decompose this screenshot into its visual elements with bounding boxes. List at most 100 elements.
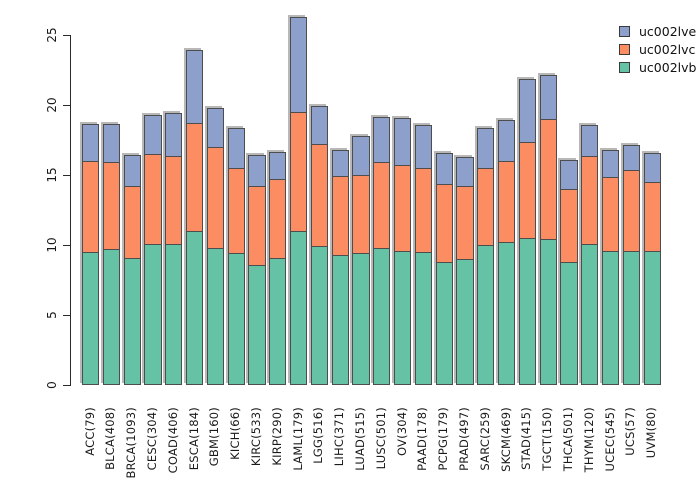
bar-thym	[581, 125, 599, 385]
bar-segment-uc002lvb	[539, 239, 557, 385]
x-tick-label: BRCA(1093)	[124, 407, 139, 479]
bar-segment-uc002lvb	[518, 238, 537, 385]
bar-kich	[227, 128, 245, 385]
bar-segment-uc002lve	[248, 154, 266, 187]
bar-segment-uc002lvc	[227, 167, 245, 255]
y-tick-mark	[63, 175, 70, 176]
bar-ucec	[602, 150, 620, 385]
bar-segment-uc002lvb	[310, 246, 329, 385]
bar-uvm	[643, 153, 661, 385]
bar-segment-uc002lvc	[123, 185, 141, 259]
bar-segment-uc002lvb	[290, 231, 308, 385]
bar-tgct	[539, 74, 557, 385]
x-tick-label: LUAD(515)	[353, 407, 368, 471]
x-tick-label: UVM(80)	[644, 407, 659, 459]
bar-blca	[102, 123, 121, 385]
y-tick-mark	[63, 385, 70, 386]
bar-esca	[186, 49, 204, 385]
bar-segment-uc002lve	[435, 153, 453, 186]
x-tick-label: TGCT(150)	[540, 407, 555, 471]
bar-segment-uc002lvc	[602, 177, 620, 252]
bar-segment-uc002lve	[123, 154, 141, 187]
x-tick-label: SARC(259)	[477, 407, 492, 471]
bar-pcpg	[435, 153, 453, 385]
bar-segment-uc002lvc	[102, 162, 121, 251]
bar-segment-uc002lvb	[227, 253, 245, 385]
bar-thca	[560, 160, 578, 385]
bar-segment-uc002lvb	[456, 259, 474, 385]
bar-segment-uc002lvb	[144, 243, 162, 385]
bar-segment-uc002lve	[477, 128, 495, 169]
bar-kirc	[248, 154, 266, 385]
bar-segment-uc002lvb	[102, 249, 121, 385]
bar-segment-uc002lvc	[518, 142, 537, 239]
bar-segment-uc002lve	[227, 128, 245, 169]
legend-swatch-uc002lvb	[619, 62, 630, 73]
x-tick-label: PAAD(178)	[415, 407, 430, 471]
bar-stad	[518, 79, 537, 385]
bar-gbm	[206, 108, 225, 385]
bar-segment-uc002lvc	[414, 167, 433, 253]
bar-segment-uc002lvc	[622, 170, 641, 252]
x-tick-label: KICH(66)	[228, 407, 243, 460]
bar-segment-uc002lvb	[643, 250, 661, 385]
x-tick-label: ACC(79)	[82, 407, 97, 456]
bar-segment-uc002lve	[498, 119, 516, 162]
legend-swatch-uc002lve	[619, 26, 630, 37]
x-tick-label: THYM(120)	[581, 407, 596, 473]
legend-label: uc002lvb	[639, 60, 697, 75]
y-axis-line	[70, 35, 71, 386]
bar-segment-uc002lve	[290, 17, 308, 113]
bar-segment-uc002lvc	[310, 143, 329, 248]
y-tick-mark	[63, 105, 70, 106]
bar-segment-uc002lve	[206, 108, 225, 148]
x-tick-label: THCA(501)	[561, 407, 576, 472]
bar-coad	[165, 112, 183, 385]
bar-segment-uc002lvb	[394, 250, 412, 385]
bar-segment-uc002lve	[518, 79, 537, 144]
bar-kirp	[269, 151, 287, 385]
x-tick-label: LAML(179)	[290, 407, 305, 471]
legend: uc002lve uc002lvc uc002lvb	[619, 25, 696, 79]
bar-segment-uc002lve	[165, 112, 183, 158]
bar-segment-uc002lvb	[269, 257, 287, 385]
y-tick-mark	[63, 35, 70, 36]
bar-segment-uc002lve	[622, 144, 641, 172]
bar-lihc	[331, 150, 349, 385]
bar-lusc	[373, 116, 391, 385]
x-tick-label: CESC(304)	[145, 407, 160, 471]
bar-segment-uc002lvc	[477, 167, 495, 246]
bar-segment-uc002lve	[560, 160, 578, 190]
bar-segment-uc002lvc	[456, 185, 474, 260]
bar-segment-uc002lvc	[248, 185, 266, 266]
bar-segment-uc002lve	[310, 105, 329, 145]
bar-acc	[82, 123, 100, 385]
bar-luad	[352, 136, 370, 385]
bar-segment-uc002lvc	[643, 181, 661, 252]
x-tick-label: UCS(57)	[623, 407, 638, 456]
bar-segment-uc002lvb	[414, 252, 433, 385]
bar-segment-uc002lvb	[165, 243, 183, 385]
bar-segment-uc002lvb	[435, 261, 453, 385]
x-tick-label: GBM(160)	[207, 407, 222, 467]
bar-segment-uc002lvb	[622, 250, 641, 385]
x-tick-label: ESCA(184)	[186, 407, 201, 471]
bar-segment-uc002lvb	[123, 257, 141, 385]
bar-segment-uc002lvb	[206, 247, 225, 385]
bar-segment-uc002lve	[102, 123, 121, 164]
bar-laml	[290, 17, 308, 385]
x-tick-label: KIRP(290)	[269, 407, 284, 466]
bar-segment-uc002lve	[581, 125, 599, 158]
legend-label: uc002lvc	[639, 42, 696, 57]
bar-segment-uc002lvc	[290, 111, 308, 232]
bar-segment-uc002lve	[352, 136, 370, 176]
bar-cesc	[144, 115, 162, 385]
bar-segment-uc002lvc	[269, 178, 287, 259]
bar-skcm	[498, 119, 516, 385]
x-tick-label: PRAD(497)	[457, 407, 472, 471]
bar-segment-uc002lvb	[82, 252, 100, 385]
bar-segment-uc002lvc	[560, 188, 578, 263]
legend-swatch-uc002lvc	[619, 44, 630, 55]
bar-segment-uc002lvc	[186, 122, 204, 232]
